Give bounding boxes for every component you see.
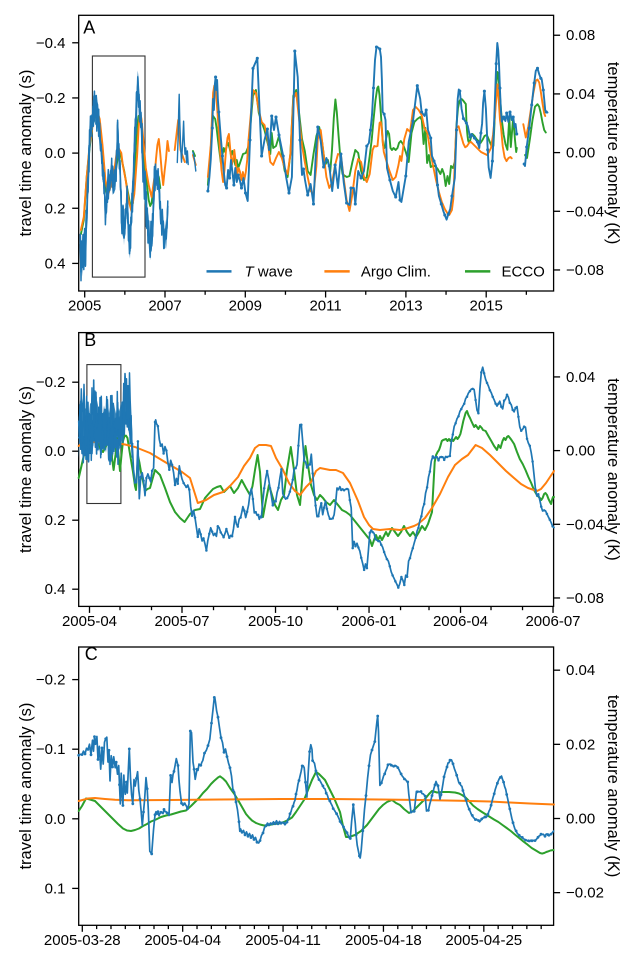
- svg-text:−0.2: −0.2: [36, 90, 66, 107]
- svg-text:2005-10: 2005-10: [248, 613, 303, 630]
- svg-text:2005: 2005: [68, 298, 101, 315]
- svg-text:2005-04-25: 2005-04-25: [445, 932, 522, 949]
- svg-text:travel time anomaly (s): travel time anomaly (s): [17, 386, 35, 553]
- svg-text:temperature anomaly (K): temperature anomaly (K): [604, 695, 622, 878]
- svg-text:T wave: T wave: [245, 263, 293, 280]
- svg-text:−0.04: −0.04: [566, 203, 604, 220]
- svg-text:2011: 2011: [309, 298, 341, 315]
- svg-text:−0.1: −0.1: [36, 741, 66, 758]
- svg-text:0.2: 0.2: [45, 512, 66, 529]
- svg-text:−0.08: −0.08: [566, 262, 604, 279]
- svg-text:0.00: 0.00: [566, 145, 595, 162]
- svg-text:2005-03-28: 2005-03-28: [44, 932, 121, 949]
- svg-text:temperature anomaly (K): temperature anomaly (K): [604, 62, 622, 245]
- svg-text:0.4: 0.4: [45, 255, 66, 272]
- svg-text:0.2: 0.2: [45, 200, 66, 217]
- svg-text:2005-04: 2005-04: [62, 613, 117, 630]
- svg-text:ECCO: ECCO: [502, 263, 545, 280]
- svg-text:2005-07: 2005-07: [154, 613, 209, 630]
- svg-text:−0.2: −0.2: [36, 374, 66, 391]
- svg-text:temperature anomaly (K): temperature anomaly (K): [604, 378, 622, 561]
- svg-text:C: C: [85, 644, 98, 664]
- svg-text:−0.2: −0.2: [36, 672, 66, 689]
- svg-text:0.04: 0.04: [566, 662, 595, 679]
- svg-text:−0.4: −0.4: [36, 35, 66, 52]
- svg-text:A: A: [83, 18, 95, 38]
- svg-text:2009: 2009: [229, 298, 262, 315]
- svg-text:2005-04-18: 2005-04-18: [345, 932, 422, 949]
- svg-text:0.0: 0.0: [45, 145, 66, 162]
- svg-text:0.08: 0.08: [566, 27, 595, 44]
- svg-text:2005-04-11: 2005-04-11: [245, 932, 321, 949]
- svg-text:0.00: 0.00: [566, 443, 595, 460]
- svg-text:travel time anomaly (s): travel time anomaly (s): [17, 70, 35, 237]
- svg-text:2013: 2013: [389, 298, 422, 315]
- svg-text:2006-04: 2006-04: [433, 613, 488, 630]
- svg-text:−0.02: −0.02: [566, 885, 604, 902]
- svg-text:0.4: 0.4: [45, 581, 66, 598]
- svg-text:B: B: [84, 330, 96, 350]
- svg-text:0.00: 0.00: [566, 811, 595, 828]
- svg-text:2007: 2007: [148, 298, 181, 315]
- svg-text:2015: 2015: [470, 298, 503, 315]
- svg-text:Argo Clim.: Argo Clim.: [361, 263, 431, 280]
- svg-text:0.1: 0.1: [45, 880, 66, 897]
- svg-text:0.0: 0.0: [45, 811, 66, 828]
- svg-text:0.02: 0.02: [566, 736, 595, 753]
- svg-text:0.0: 0.0: [45, 443, 66, 460]
- svg-text:−0.04: −0.04: [566, 516, 604, 533]
- svg-text:0.04: 0.04: [566, 369, 595, 386]
- svg-text:travel time anomaly (s): travel time anomaly (s): [17, 703, 35, 870]
- svg-text:2005-04-04: 2005-04-04: [144, 932, 221, 949]
- svg-text:2006-01: 2006-01: [341, 613, 396, 630]
- svg-text:−0.08: −0.08: [566, 590, 604, 607]
- svg-text:0.04: 0.04: [566, 86, 595, 103]
- svg-text:2006-07: 2006-07: [525, 613, 580, 630]
